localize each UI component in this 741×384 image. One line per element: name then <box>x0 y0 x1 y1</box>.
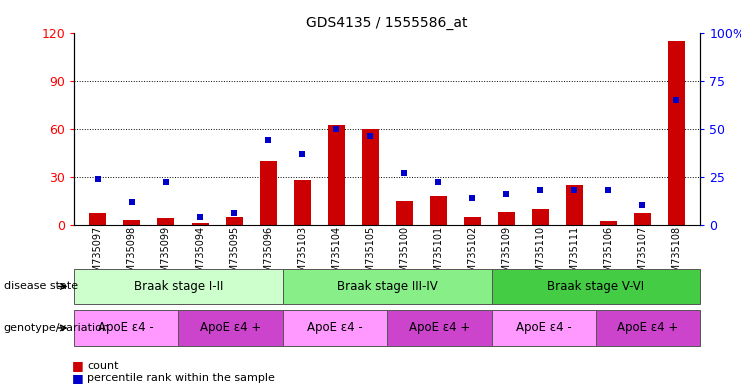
Text: percentile rank within the sample: percentile rank within the sample <box>87 373 276 383</box>
Bar <box>191 223 208 225</box>
Text: ■: ■ <box>72 359 84 372</box>
Text: genotype/variation: genotype/variation <box>4 323 110 333</box>
Text: Braak stage V-VI: Braak stage V-VI <box>548 280 645 293</box>
Bar <box>430 196 447 225</box>
Text: Braak stage I-II: Braak stage I-II <box>134 280 223 293</box>
Text: ■: ■ <box>72 372 84 384</box>
Bar <box>328 126 345 225</box>
Bar <box>566 185 583 225</box>
Bar <box>634 214 651 225</box>
Bar <box>668 41 685 225</box>
Text: ApoE ε4 -: ApoE ε4 - <box>516 321 571 334</box>
Text: count: count <box>87 361 119 371</box>
Text: ApoE ε4 -: ApoE ε4 - <box>307 321 363 334</box>
Text: ApoE ε4 +: ApoE ε4 + <box>200 321 262 334</box>
Bar <box>158 218 174 225</box>
Bar <box>532 209 549 225</box>
Bar <box>124 220 141 225</box>
Bar <box>225 217 242 225</box>
Bar <box>293 180 310 225</box>
Bar <box>600 222 617 225</box>
Bar <box>396 201 413 225</box>
Text: ApoE ε4 -: ApoE ε4 - <box>99 321 154 334</box>
Bar <box>362 129 379 225</box>
Title: GDS4135 / 1555586_at: GDS4135 / 1555586_at <box>307 16 468 30</box>
Text: Braak stage III-IV: Braak stage III-IV <box>337 280 437 293</box>
Text: ApoE ε4 +: ApoE ε4 + <box>409 321 470 334</box>
Bar <box>498 212 515 225</box>
Text: disease state: disease state <box>4 281 78 291</box>
Bar <box>90 214 107 225</box>
Text: ApoE ε4 +: ApoE ε4 + <box>617 321 679 334</box>
Bar <box>464 217 481 225</box>
Bar <box>259 161 276 225</box>
